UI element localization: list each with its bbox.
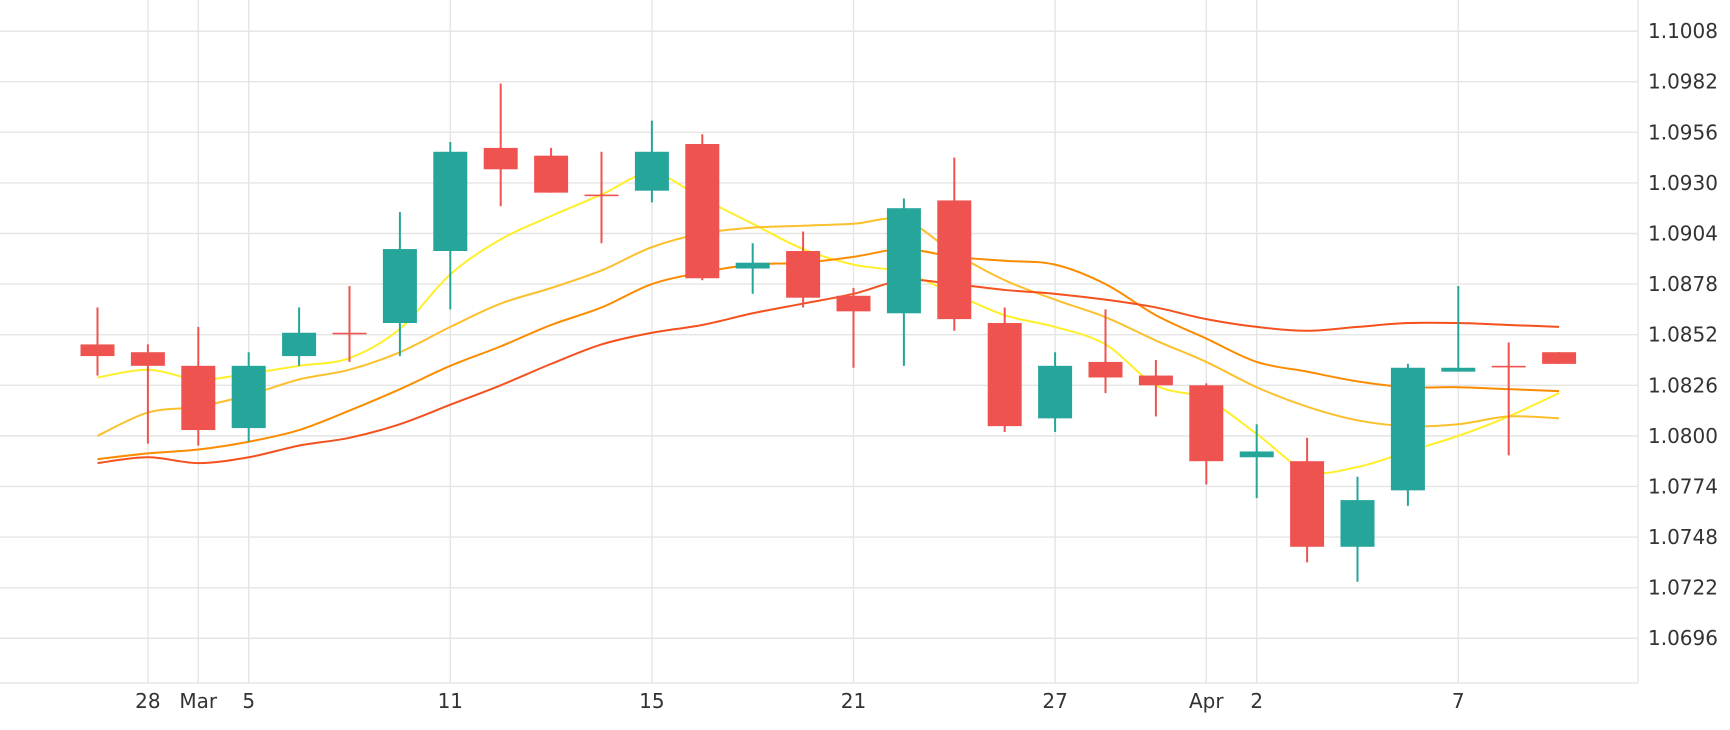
- candle: [282, 307, 317, 366]
- candle-body: [332, 332, 367, 335]
- candle: [1088, 309, 1123, 394]
- candle: [1340, 476, 1375, 582]
- candle-body: [1038, 365, 1073, 419]
- candle: [634, 120, 669, 203]
- moving-average-line-2: [97, 217, 1560, 437]
- x-tick-label: 15: [639, 689, 664, 713]
- candle-body: [382, 249, 417, 324]
- candle: [1138, 359, 1173, 417]
- candle-body: [836, 295, 871, 312]
- y-tick-label: 1.1008: [1648, 19, 1718, 43]
- candle-body: [1138, 375, 1173, 386]
- candle: [937, 157, 972, 331]
- candle: [886, 198, 921, 366]
- axes: 1.0696 1.0722 1.0748 1.0774 1.0800 1.0826 1.08…: [0, 0, 1718, 713]
- y-tick-label: 1.0800: [1648, 424, 1718, 448]
- x-tick-label: 21: [841, 689, 866, 713]
- x-tick-label: 28: [135, 689, 160, 713]
- candle-body: [1239, 451, 1274, 458]
- candle-body: [282, 332, 317, 357]
- candle: [1189, 383, 1224, 485]
- candle: [1038, 352, 1073, 432]
- candle-body: [786, 251, 821, 298]
- x-tick-label: 7: [1452, 689, 1465, 713]
- grid: [0, 0, 1638, 683]
- x-tick-label: 11: [438, 689, 463, 713]
- candle: [433, 142, 468, 310]
- x-tick-label: 2: [1250, 689, 1263, 713]
- y-tick-label: 1.0826: [1648, 373, 1718, 397]
- candle: [584, 151, 619, 244]
- candle: [382, 212, 417, 357]
- candle: [685, 134, 720, 281]
- candle-body: [1189, 385, 1224, 462]
- candle-body: [584, 194, 619, 197]
- candle-body: [685, 143, 720, 279]
- candle-body: [1340, 500, 1375, 547]
- candle: [181, 326, 216, 446]
- x-tick-label: 5: [242, 689, 255, 713]
- moving-average-line-1: [97, 172, 1560, 475]
- candle-body: [483, 147, 518, 170]
- candle-body: [735, 262, 770, 269]
- candle: [1491, 342, 1526, 456]
- candle-body: [130, 352, 165, 366]
- candle-body: [231, 365, 266, 429]
- candle-body: [937, 200, 972, 320]
- candle-body: [433, 151, 468, 252]
- candle: [1441, 286, 1476, 372]
- candle: [735, 243, 770, 294]
- y-tick-label: 1.0722: [1648, 576, 1718, 600]
- candle: [987, 307, 1022, 432]
- y-tick-label: 1.0774: [1648, 474, 1718, 498]
- candle-body: [534, 155, 569, 193]
- candles: [80, 83, 1577, 582]
- candle: [534, 147, 569, 193]
- y-tick-label: 1.0696: [1648, 626, 1718, 650]
- candle-body: [1390, 367, 1425, 491]
- y-tick-label: 1.0852: [1648, 323, 1718, 347]
- candle: [130, 344, 165, 444]
- candle: [231, 352, 266, 442]
- candle: [836, 287, 871, 368]
- candle-body: [181, 365, 216, 431]
- y-tick-label: 1.0748: [1648, 525, 1718, 549]
- candle-body: [1290, 461, 1325, 547]
- y-tick-label: 1.0904: [1648, 222, 1718, 246]
- candle-body: [987, 323, 1022, 427]
- y-tick-label: 1.0930: [1648, 171, 1718, 195]
- moving-averages: [97, 172, 1560, 475]
- y-tick-label: 1.0982: [1648, 70, 1718, 94]
- x-tick-label: Apr: [1189, 689, 1224, 713]
- x-tick-label: Mar: [179, 689, 218, 713]
- candle-body: [1491, 365, 1526, 368]
- candle: [1290, 437, 1325, 563]
- candle-body: [634, 151, 669, 191]
- candle: [483, 83, 518, 207]
- candle: [80, 307, 115, 376]
- candle: [786, 231, 821, 308]
- candle-body: [886, 208, 921, 314]
- y-tick-label: 1.0956: [1648, 120, 1718, 144]
- moving-average-line-4: [97, 278, 1560, 465]
- candle-body: [1542, 352, 1577, 364]
- candle: [1542, 352, 1577, 364]
- x-tick-label: 27: [1042, 689, 1067, 713]
- candle: [1390, 363, 1425, 506]
- y-tick-label: 1.0878: [1648, 272, 1718, 296]
- candle-body: [1441, 367, 1476, 372]
- moving-average-line-3: [97, 248, 1560, 461]
- candle: [1239, 424, 1274, 499]
- candle-body: [1088, 361, 1123, 378]
- candle-body: [80, 344, 115, 357]
- candle: [332, 286, 367, 362]
